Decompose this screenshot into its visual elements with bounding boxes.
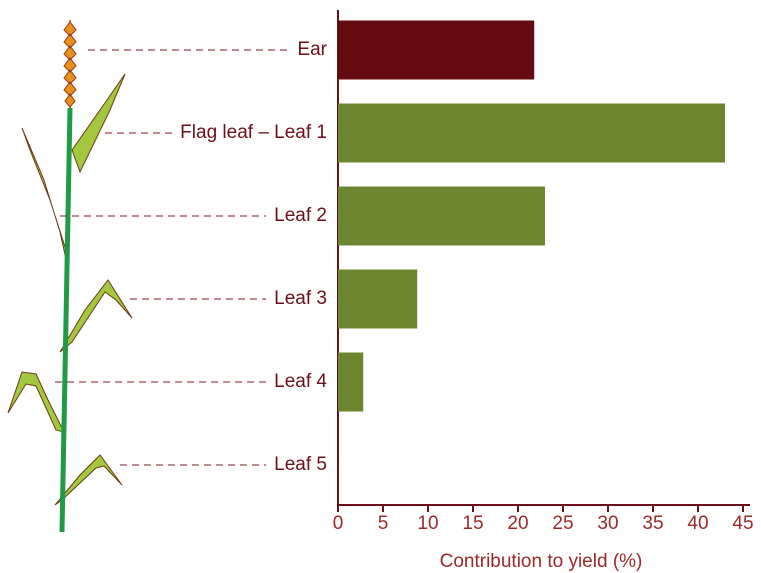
leaf — [21, 127, 69, 269]
x-tick-label: 5 — [378, 513, 389, 534]
x-tick-label: 40 — [687, 513, 708, 534]
x-tick-label: 20 — [507, 513, 528, 534]
x-tick-label: 15 — [462, 513, 483, 534]
x-tick-label: 0 — [333, 513, 344, 534]
bar — [338, 186, 545, 246]
category-label: Ear — [297, 39, 327, 60]
category-label: Leaf 4 — [274, 371, 327, 392]
category-label: Flag leaf – Leaf 1 — [180, 122, 327, 143]
stem — [59, 107, 73, 533]
plant-illustration — [7, 20, 133, 533]
category-label: Leaf 2 — [274, 205, 327, 226]
x-tick-label: 35 — [642, 513, 663, 534]
bar — [338, 352, 364, 412]
bar — [338, 20, 535, 80]
x-tick-label: 30 — [597, 513, 618, 534]
x-tick-label: 10 — [417, 513, 438, 534]
bar — [338, 103, 725, 163]
leaf — [7, 371, 65, 433]
leaf — [71, 73, 126, 174]
x-tick-label: 25 — [552, 513, 573, 534]
category-label: Leaf 5 — [274, 454, 327, 475]
ear — [63, 21, 77, 108]
category-label: Leaf 3 — [274, 288, 327, 309]
x-axis-label: Contribution to yield (%) — [440, 551, 643, 572]
leaf — [59, 279, 133, 353]
x-tick-label: 45 — [732, 513, 753, 534]
bar — [338, 269, 418, 329]
